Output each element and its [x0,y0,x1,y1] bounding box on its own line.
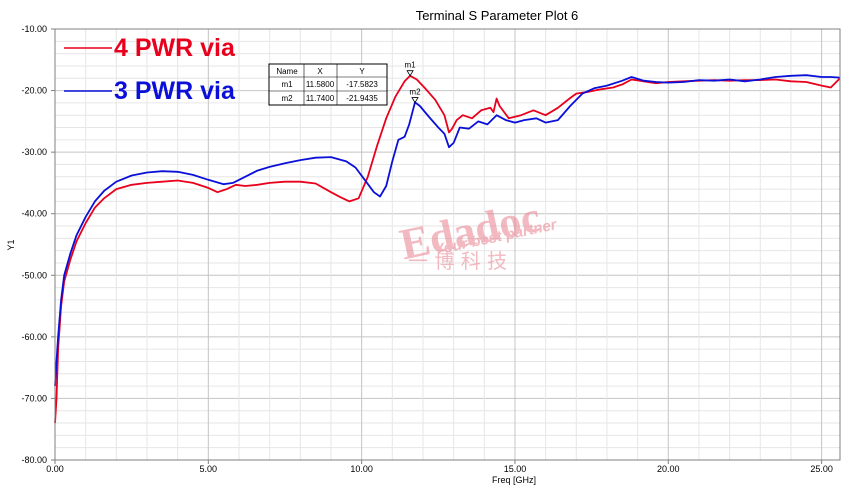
marker-table-frame [268,63,388,106]
x-tick-label: 5.00 [200,464,218,474]
legend: 4 PWR via 3 PWR via [64,34,236,105]
marker-table-header-name: Name [276,67,298,76]
marker-triangle-m1[interactable] [406,70,414,77]
y-tick-label: -20.00 [21,86,47,96]
legend-item-3-pwr-via: 3 PWR via [64,77,236,105]
y-tick-label: -10.00 [21,24,47,34]
marker-points: m1 m2 [405,61,421,104]
x-axis-ticks: 0.00 5.00 10.00 15.00 20.00 25.00 [46,460,833,474]
marker-table-cell: -21.9435 [346,94,378,103]
marker-table-cell: m2 [281,94,293,103]
x-tick-label: 0.00 [46,464,64,474]
marker-triangle-m2[interactable] [411,97,419,104]
x-tick-label: 15.00 [504,464,527,474]
y-axis-ticks: -10.00 -20.00 -30.00 -40.00 -50.00 -60.00 -70.… [21,24,55,465]
marker-table-cell: -17.5823 [346,80,378,89]
marker-table[interactable]: Name X Y m1 11.5800 -17.5823 m2 11.7400 … [268,63,388,106]
marker-table-header-y: Y [359,67,365,76]
y-tick-label: -80.00 [21,455,47,465]
marker-label-m2: m2 [409,88,421,97]
y-tick-label: -40.00 [21,209,47,219]
marker-table-header-x: X [317,67,323,76]
y-tick-label: -70.00 [21,393,47,403]
legend-item-4-pwr-via: 4 PWR via [64,34,236,62]
x-tick-label: 20.00 [657,464,680,474]
y-tick-label: -30.00 [21,147,47,157]
x-tick-label: 10.00 [350,464,373,474]
watermark-chinese: 一 博 科 技 [408,249,507,273]
series-line-3-pwr-via [54,74,841,387]
chart-title: Terminal S Parameter Plot 6 [416,8,579,23]
x-tick-label: 25.00 [810,464,833,474]
plot-frame [54,28,841,461]
marker-table-cell: 11.7400 [306,94,335,103]
y-axis-label: Y1 [6,239,16,250]
marker-table-cell: 11.5800 [306,80,335,89]
x-axis-label: Freq [GHz] [492,475,536,485]
y-tick-label: -60.00 [21,332,47,342]
legend-label-4-pwr-via: 4 PWR via [114,34,236,62]
legend-label-3-pwr-via: 3 PWR via [114,77,236,105]
y-tick-label: -50.00 [21,270,47,280]
series-lines [54,74,841,424]
marker-label-m1: m1 [405,61,417,70]
marker-table-cell: m1 [281,80,293,89]
